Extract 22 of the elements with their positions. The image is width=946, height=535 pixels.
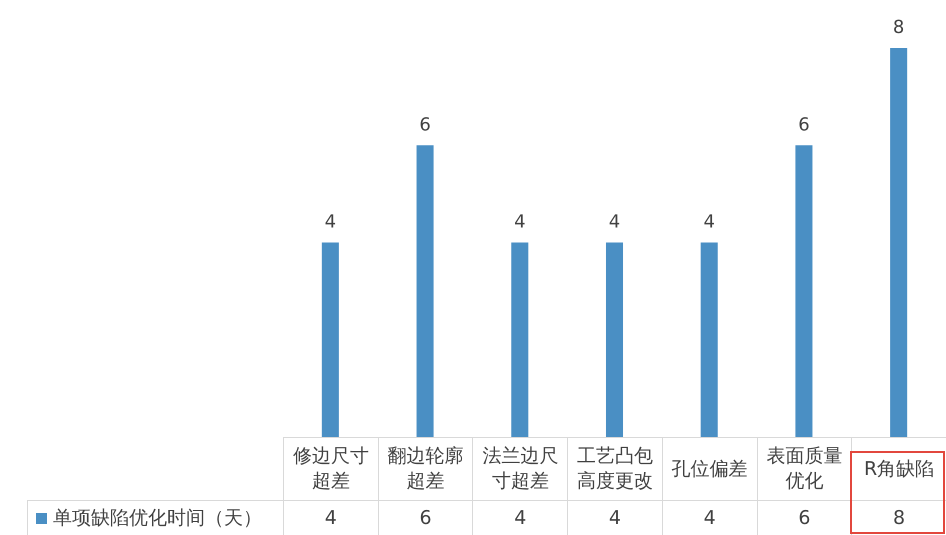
annotation: 6 [419, 114, 431, 136]
data-label: 6 [378, 500, 473, 535]
x-tick-label: 翻边轮廓超差 [378, 438, 473, 500]
data-label: 4 [284, 500, 378, 535]
annotation: 4 [324, 212, 336, 232]
annotation: 8 [892, 17, 904, 38]
data-label: 4 [568, 500, 662, 535]
annotation: 6 [798, 114, 810, 136]
data-label: 6 [757, 500, 852, 535]
legend-label: 单项缺陷优化时间（天） [28, 500, 284, 535]
data-label: 4 [472, 500, 568, 535]
x-tick-label: 修边尺寸超差 [284, 438, 378, 500]
data-label: 8 [852, 500, 946, 535]
x-tick-label: 法兰边尺寸超差 [472, 438, 568, 500]
x-tick-label: 表面质量优化 [757, 438, 852, 500]
x-tick-label: R角缺陷 [852, 438, 946, 500]
x-tick-label: 工艺凸包高度更改 [568, 438, 662, 500]
annotation: 4 [608, 212, 620, 232]
annotation: 4 [703, 212, 715, 232]
annotation: 4 [514, 212, 526, 232]
data-label: 4 [662, 500, 758, 535]
x-tick-label: 孔位偏差 [662, 438, 758, 500]
